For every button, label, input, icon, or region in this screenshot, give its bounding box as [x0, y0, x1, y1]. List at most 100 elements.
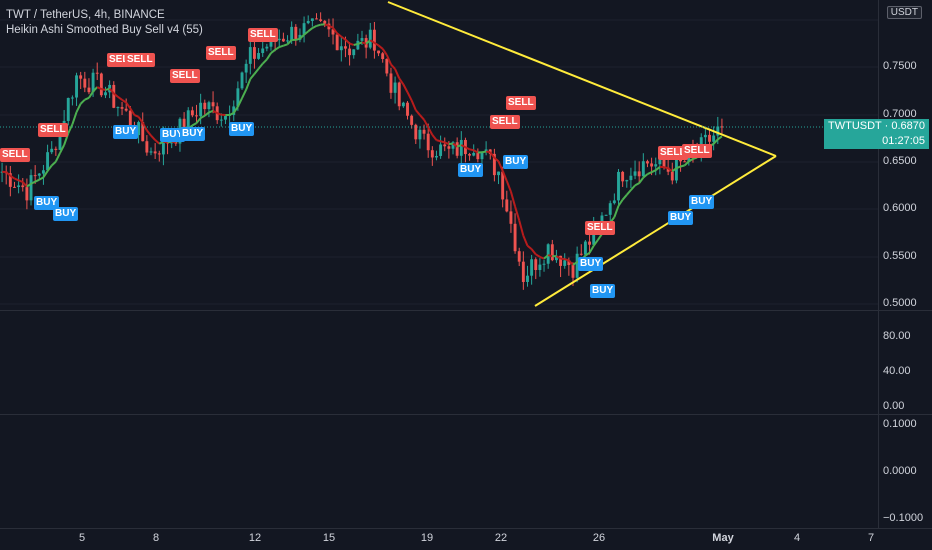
ma-segment	[667, 167, 673, 173]
candle-body	[662, 157, 666, 168]
candle-body	[182, 118, 186, 131]
buy-signal[interactable]: BUY	[34, 196, 60, 210]
ma-segment	[59, 144, 66, 154]
candle-body	[426, 133, 430, 151]
buy-signal[interactable]: BUY	[229, 122, 255, 136]
candle-body	[66, 97, 70, 121]
candle-body	[41, 170, 45, 174]
sell-signal[interactable]: SELL	[658, 146, 688, 160]
ma-segment	[71, 111, 78, 125]
ma-segment	[688, 158, 694, 163]
ma-segment	[444, 141, 450, 145]
osc-label: 0.00	[883, 400, 905, 412]
ma-segment	[489, 151, 496, 159]
buy-signal[interactable]: BUY	[578, 257, 604, 271]
ma-segment	[431, 134, 438, 141]
candle-body	[559, 255, 563, 266]
current-price-value: TWTUSDT · 0.6870	[828, 120, 925, 132]
currency-badge[interactable]: USDT	[886, 6, 922, 19]
buy-signal[interactable]: BUY	[689, 195, 715, 209]
ma-segment	[51, 160, 57, 167]
candle-body	[29, 175, 33, 201]
current-price-tag[interactable]: TWTUSDT · 0.6870 01:27:05	[824, 119, 929, 149]
upper-trendline[interactable]	[387, 1, 777, 157]
candle-body	[323, 20, 327, 24]
candle-body	[157, 153, 161, 155]
ma-segment	[452, 142, 458, 148]
buy-signal[interactable]: BUY	[503, 155, 529, 169]
ma-segment	[332, 27, 338, 35]
ma-segment	[266, 52, 272, 60]
sell-signal[interactable]: SELL	[506, 96, 536, 110]
candle-body	[641, 161, 645, 177]
buy-signal[interactable]: BUY	[113, 125, 139, 139]
ma-segment	[440, 140, 446, 144]
ma-segment	[328, 24, 334, 29]
sell-signal[interactable]: SELL	[125, 53, 155, 67]
pane-divider-1[interactable]	[0, 310, 932, 311]
buy-signal[interactable]: BUY	[590, 284, 616, 298]
buy-signal[interactable]: BUY	[160, 128, 186, 142]
candle-body	[629, 175, 633, 181]
osc2-label: 0.0000	[883, 465, 917, 477]
ma-segment	[154, 139, 160, 145]
candle-body	[339, 46, 343, 51]
sell-signal[interactable]: SELL	[490, 115, 520, 129]
ma-segment	[46, 164, 53, 172]
indicator-title[interactable]: Heikin Ashi Smoothed Buy Sell v4 (55)	[6, 24, 203, 36]
candle-body	[600, 215, 604, 224]
candle-body	[414, 124, 418, 140]
candle-body	[91, 72, 95, 93]
candle-body	[401, 102, 405, 107]
candle-body	[505, 199, 509, 212]
candle-body	[99, 73, 103, 96]
ma-segment	[634, 182, 640, 187]
ma-segment	[481, 150, 487, 154]
ma-segment	[191, 122, 198, 127]
ma-segment	[415, 109, 421, 116]
candle-body	[654, 164, 658, 167]
buy-signal[interactable]: BUY	[180, 127, 206, 141]
candle-body	[377, 50, 380, 54]
pane-divider-2[interactable]	[0, 414, 932, 415]
candle-body	[302, 23, 306, 35]
ma-segment	[584, 252, 591, 257]
ma-segment	[410, 99, 417, 111]
candle-body	[397, 82, 401, 107]
candle-body	[608, 203, 612, 215]
candle-body	[588, 241, 591, 245]
sell-signal[interactable]: SELL	[248, 28, 278, 42]
buy-signal[interactable]: BUY	[668, 211, 694, 225]
sell-signal[interactable]: SELL	[170, 69, 200, 83]
candle-body	[542, 263, 546, 265]
candle-body	[563, 260, 567, 266]
ma-segment	[336, 32, 342, 38]
ma-segment	[92, 86, 98, 93]
candle-body	[575, 253, 579, 278]
candle-body	[720, 126, 724, 128]
time-axis-border	[0, 528, 932, 529]
lower-trendline[interactable]	[534, 155, 777, 307]
sell-signal[interactable]: SELL	[206, 46, 236, 60]
sell-signal[interactable]: SELL	[682, 144, 712, 158]
candle-body	[207, 102, 211, 110]
candle-body	[389, 73, 393, 93]
sell-signal[interactable]: SELL	[0, 148, 30, 162]
symbol-title[interactable]: TWT / TetherUS, 4h, BINANCE	[6, 9, 165, 21]
candle-body	[265, 46, 269, 49]
ma-segment	[539, 255, 545, 260]
buy-signal[interactable]: BUY	[53, 207, 79, 221]
ma-segment	[108, 88, 115, 95]
ma-segment	[394, 68, 401, 79]
candle-body	[186, 110, 190, 131]
ma-segment	[105, 87, 110, 91]
sell-signal[interactable]: SELL	[38, 123, 68, 137]
sell-signal[interactable]: SELL	[585, 221, 615, 235]
candle-body	[571, 264, 575, 278]
candle-body	[54, 148, 58, 150]
candle-body	[422, 129, 426, 134]
buy-signal[interactable]: BUY	[458, 163, 484, 177]
ma-segment	[621, 194, 628, 201]
candle-body	[509, 211, 513, 224]
